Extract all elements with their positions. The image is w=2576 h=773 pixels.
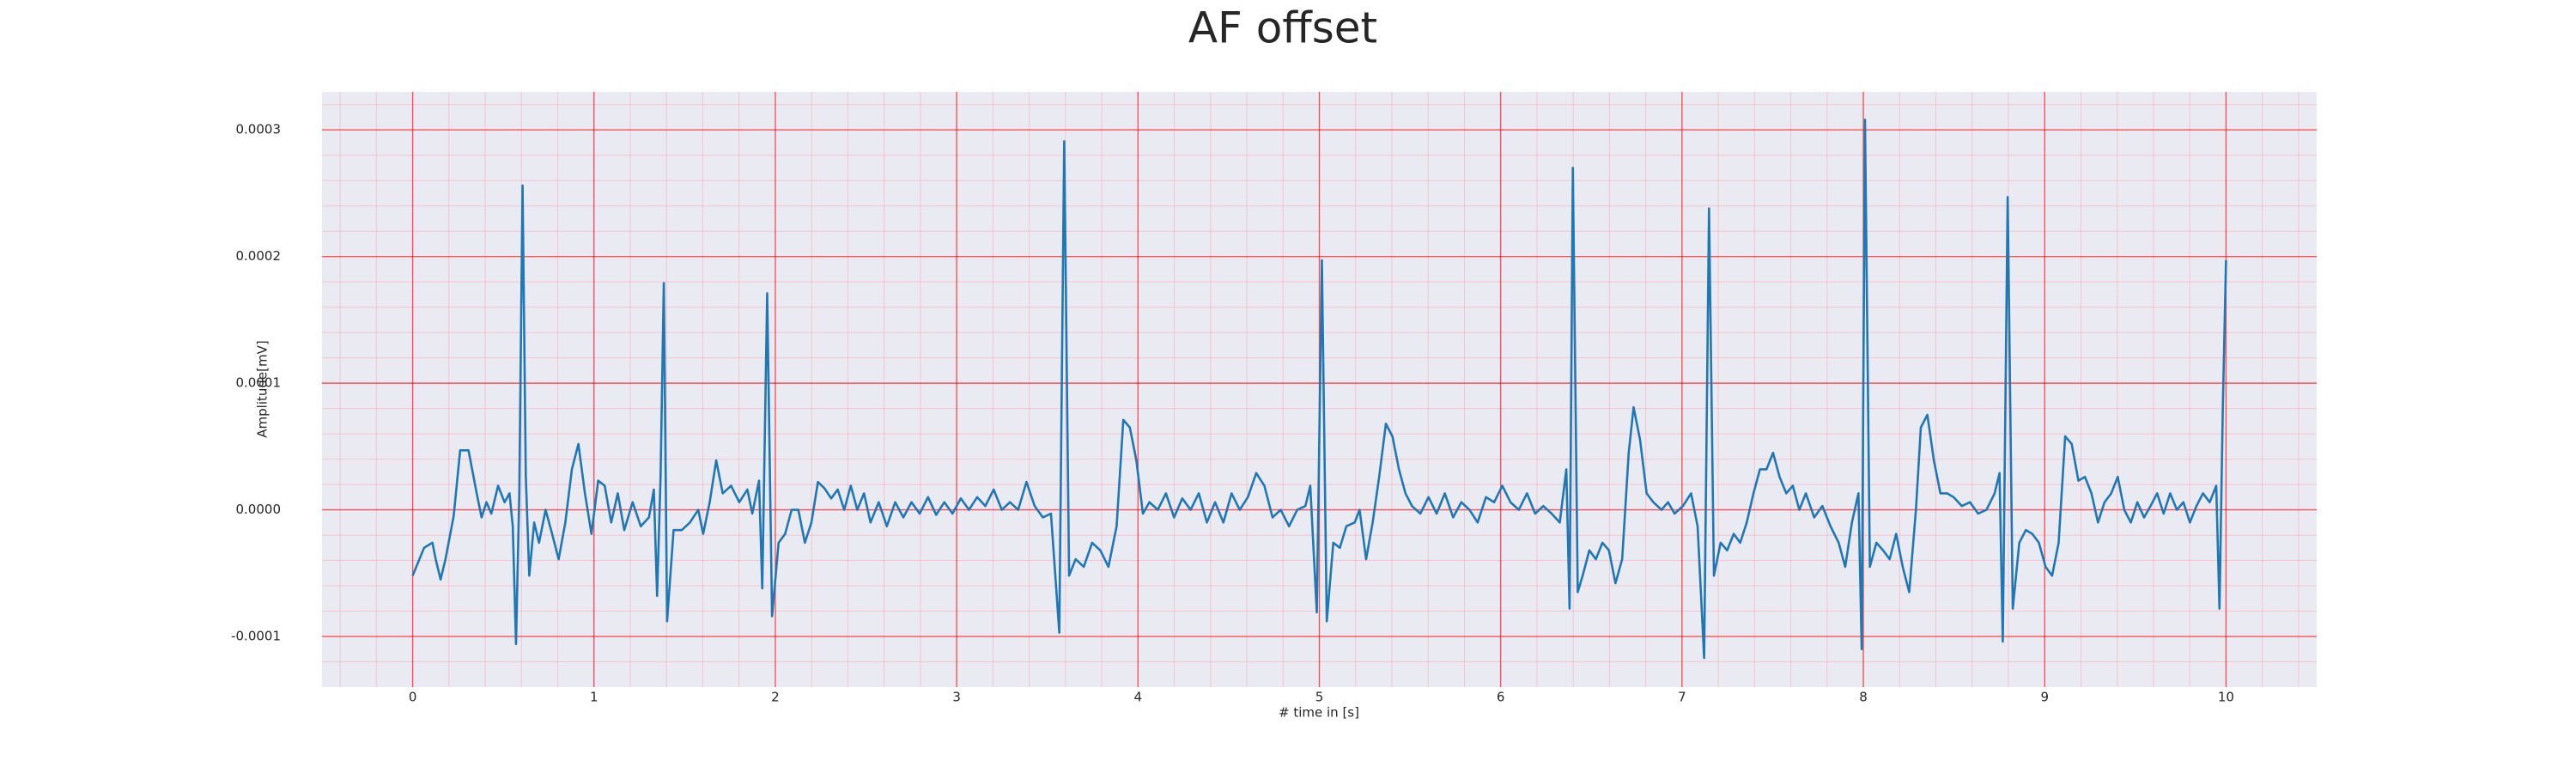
y-tick-label: 0.0003 (236, 122, 282, 137)
x-tick-label: 10 (2218, 690, 2234, 705)
x-tick-label: 5 (1315, 690, 1324, 705)
x-tick-label: 8 (1859, 690, 1868, 705)
y-axis-label: Amplitude[mV] (255, 340, 270, 437)
x-tick-label: 1 (590, 690, 598, 705)
y-tick-label: 0.0001 (236, 375, 282, 391)
x-tick-label: 3 (952, 690, 961, 705)
marks (411, 119, 2227, 660)
x-tick-label: 2 (771, 690, 780, 705)
x-tick-label: 7 (1678, 690, 1686, 705)
x-tick-label: 4 (1134, 690, 1143, 705)
signal-line (411, 119, 2227, 660)
x-axis-label: # time in [s] (1279, 705, 1359, 721)
y-tick-label: 0.0002 (236, 248, 282, 264)
x-tick-label: 0 (409, 690, 417, 705)
chart-title: AF offset (1188, 3, 1377, 53)
grid (322, 92, 2317, 687)
y-tick-label: 0.0000 (236, 502, 282, 517)
x-tick-label: 6 (1497, 690, 1505, 705)
x-tick-label: 9 (2040, 690, 2049, 705)
y-tick-label: -0.0001 (231, 629, 281, 644)
